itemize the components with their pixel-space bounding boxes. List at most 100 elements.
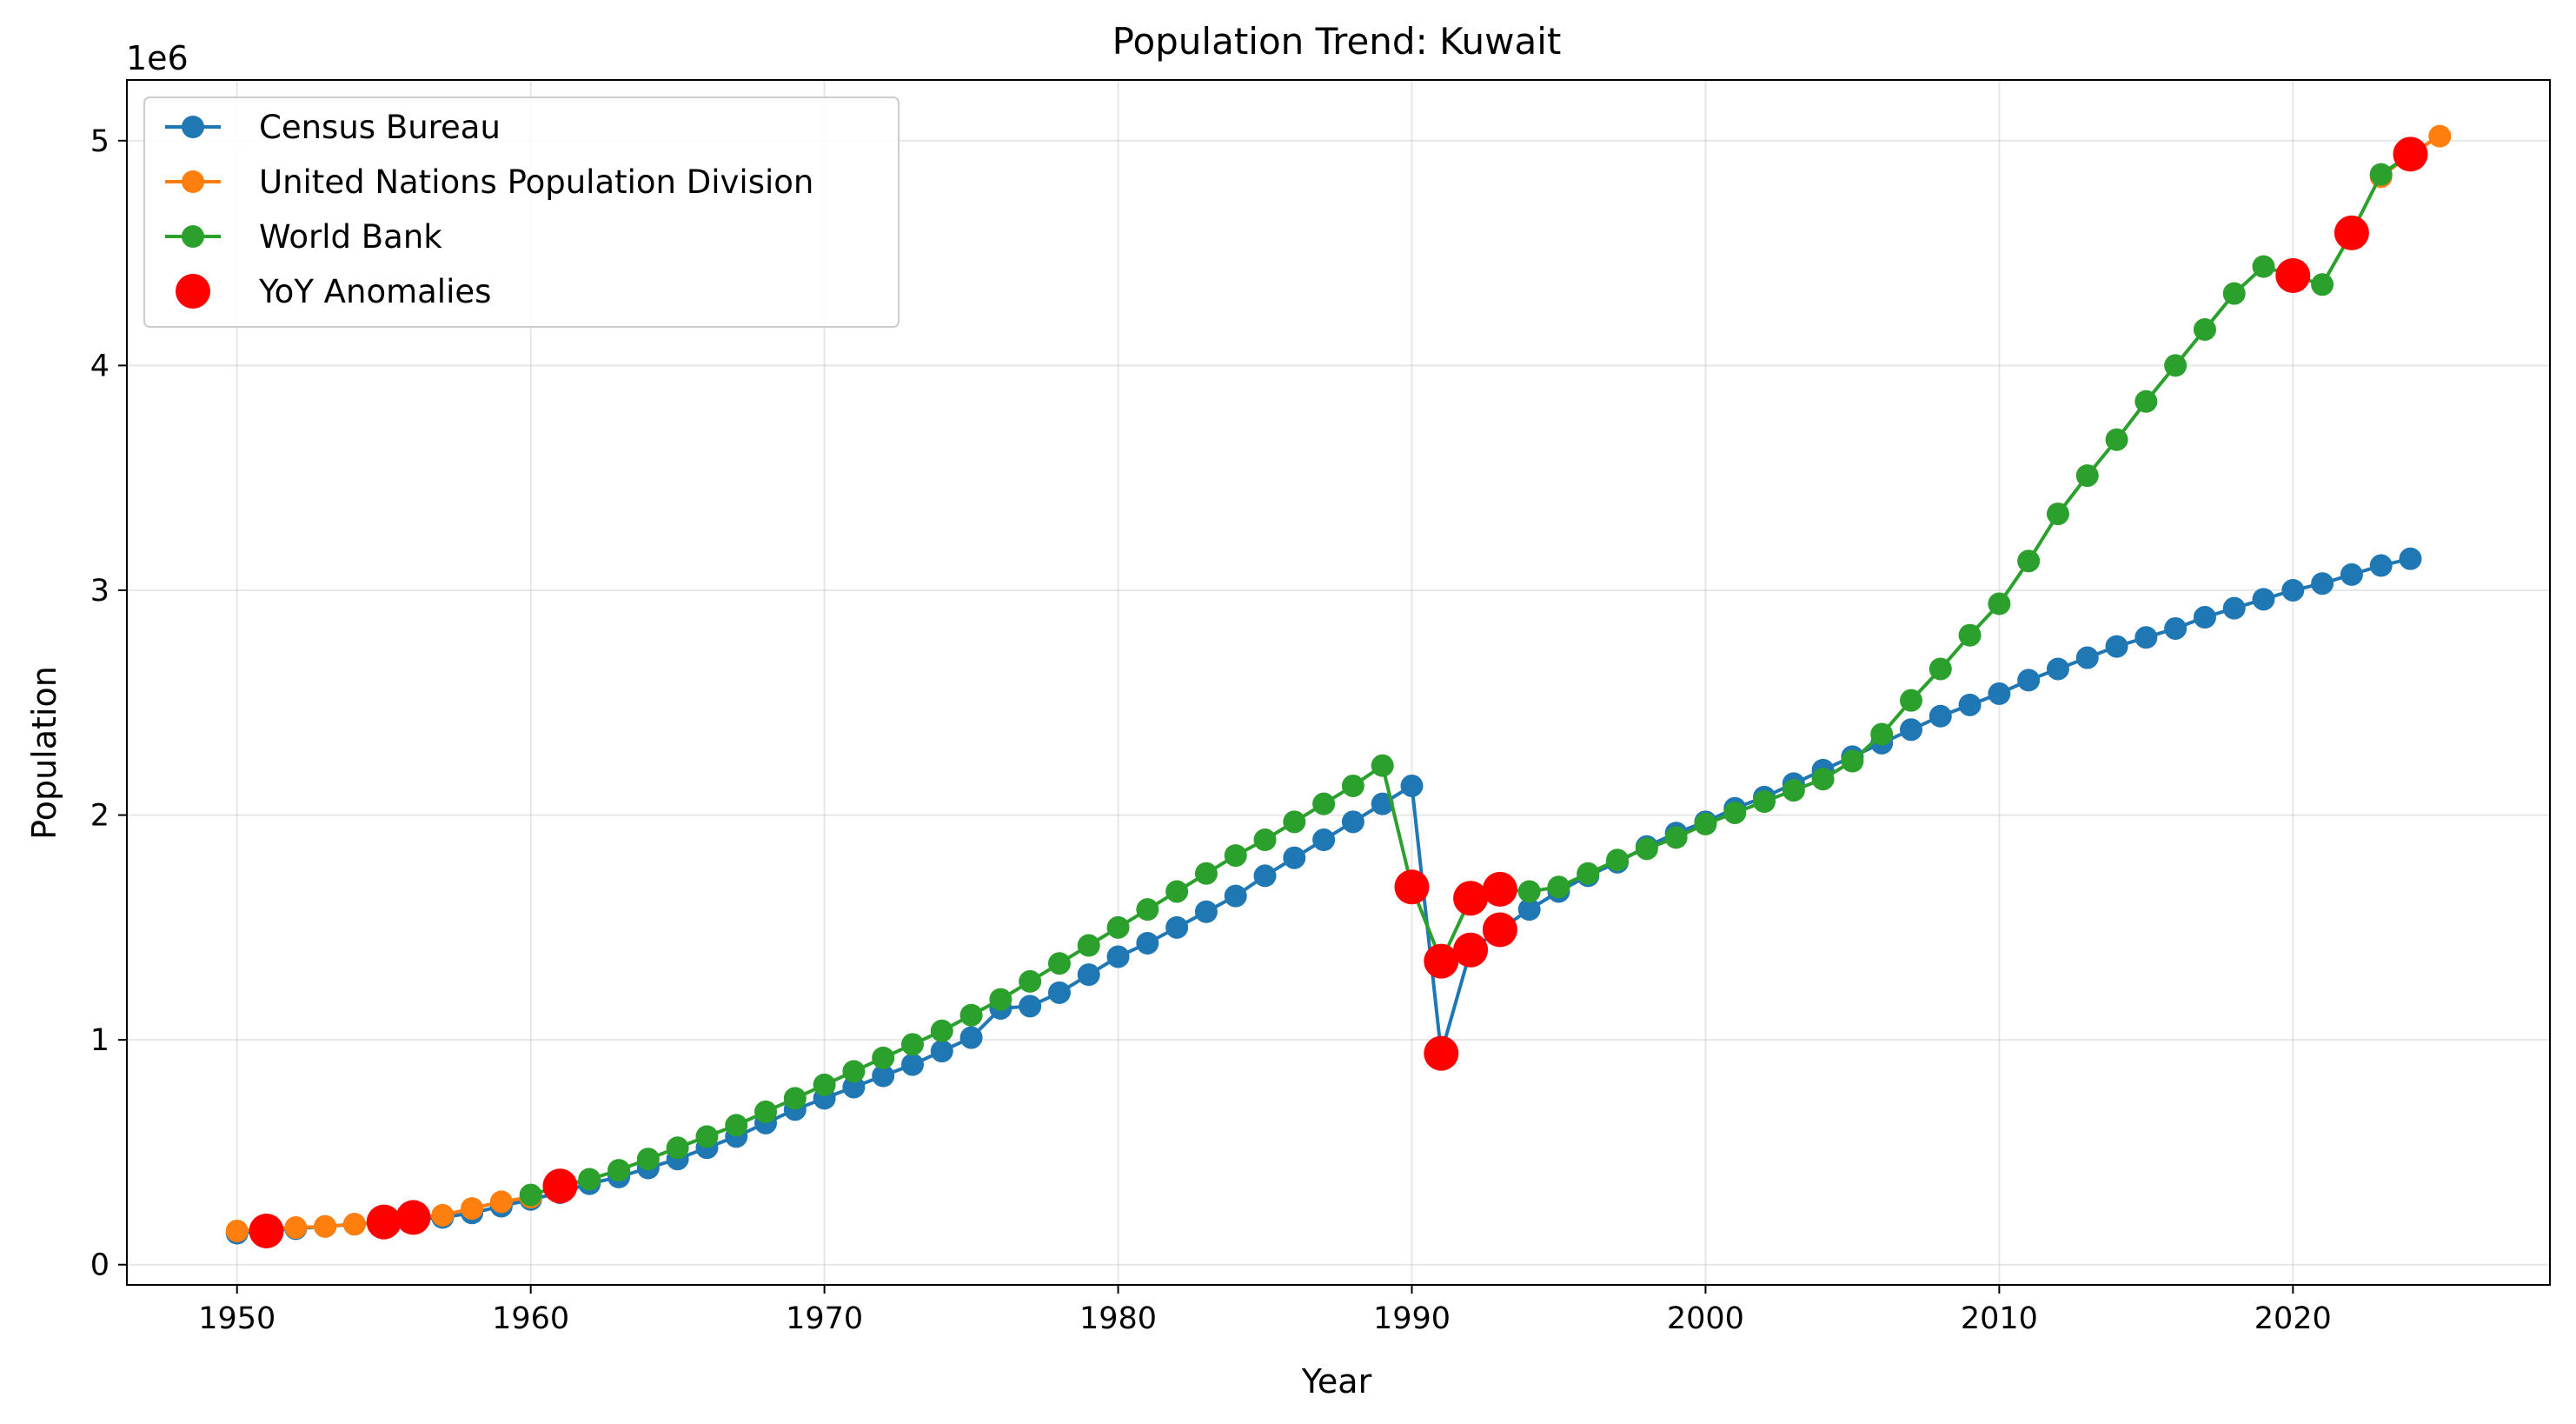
data-point — [1577, 862, 1600, 885]
data-point — [930, 1019, 953, 1042]
data-point — [2428, 124, 2452, 148]
legend-marker — [182, 225, 204, 248]
chart-title: Population Trend: Kuwait — [1112, 20, 1562, 63]
data-point — [2369, 163, 2393, 186]
data-point — [1077, 963, 1100, 987]
data-point — [989, 988, 1012, 1011]
data-point — [754, 1100, 778, 1123]
y-tick-label: 5 — [90, 124, 110, 159]
data-point — [959, 1003, 983, 1027]
data-point — [2017, 669, 2041, 692]
anomaly-point — [249, 1213, 284, 1248]
data-point — [2399, 547, 2422, 570]
anomaly-point — [395, 1200, 431, 1235]
data-point — [2311, 572, 2334, 596]
data-point — [813, 1073, 836, 1096]
data-point — [1664, 826, 1688, 849]
data-point — [578, 1168, 601, 1191]
data-point — [1106, 945, 1130, 968]
data-point — [872, 1064, 895, 1088]
data-point — [2311, 273, 2334, 296]
anomaly-point — [1424, 943, 1459, 979]
data-point — [1106, 915, 1130, 939]
data-point — [1194, 900, 1218, 923]
data-point — [1753, 790, 1776, 814]
y-tick-label: 4 — [90, 349, 110, 383]
data-point — [1929, 657, 1952, 681]
data-point — [1400, 774, 1424, 797]
data-point — [2340, 562, 2363, 586]
data-point — [2222, 282, 2246, 305]
data-point — [607, 1159, 631, 1182]
data-point — [1723, 801, 1747, 824]
data-point — [842, 1060, 866, 1083]
data-point — [1782, 779, 1805, 802]
data-point — [842, 1075, 866, 1099]
data-point — [2134, 626, 2158, 649]
data-point — [2164, 354, 2188, 377]
legend-marker — [176, 274, 210, 309]
legend-marker — [182, 116, 204, 138]
anomaly-point — [2334, 215, 2369, 250]
y-offset-label: 1e6 — [126, 39, 189, 77]
data-point — [2193, 318, 2216, 342]
data-point — [1194, 862, 1218, 885]
data-point — [1547, 875, 1570, 899]
data-point — [489, 1190, 513, 1214]
data-point — [725, 1114, 748, 1137]
data-point — [1283, 846, 1306, 869]
data-point — [1136, 931, 1159, 955]
legend-box — [143, 96, 900, 328]
data-point — [930, 1040, 953, 1063]
data-point — [1165, 915, 1189, 939]
data-point — [1694, 812, 1717, 835]
data-point — [1988, 592, 2011, 616]
data-point — [1047, 981, 1071, 1004]
data-point — [1899, 718, 1922, 742]
data-point — [225, 1219, 249, 1242]
legend-label: Census Bureau — [259, 109, 501, 146]
data-point — [1606, 848, 1630, 872]
data-point — [461, 1197, 484, 1221]
anomaly-points — [249, 136, 2428, 1248]
data-point — [2281, 578, 2305, 602]
data-point — [2105, 635, 2128, 658]
x-tick-label: 2000 — [1667, 1301, 1744, 1336]
data-point — [1635, 837, 1658, 861]
data-point — [900, 1053, 924, 1076]
anomaly-point — [1453, 881, 1489, 916]
legend-marker — [182, 170, 204, 193]
data-point — [284, 1216, 308, 1240]
data-point — [1371, 754, 1394, 777]
data-point — [1312, 828, 1336, 852]
y-axis-label: Population — [25, 666, 63, 840]
data-point — [2105, 428, 2128, 451]
data-point — [2017, 549, 2041, 573]
y-tick-label: 3 — [90, 574, 110, 609]
data-point — [1870, 722, 1894, 746]
y-tick-label: 1 — [90, 1023, 110, 1058]
x-axis-label: Year — [1301, 1362, 1372, 1401]
data-point — [695, 1125, 719, 1148]
data-point — [1019, 995, 1042, 1018]
data-point — [1312, 792, 1336, 815]
data-point — [2134, 389, 2158, 413]
data-point — [1517, 898, 1541, 922]
data-point — [1253, 828, 1277, 852]
data-point — [1958, 623, 1982, 647]
anomaly-point — [1453, 932, 1489, 968]
data-point — [2075, 646, 2099, 669]
anomaly-point — [1482, 871, 1517, 907]
data-point — [1136, 898, 1159, 922]
data-point — [2252, 255, 2275, 278]
legend-label: World Bank — [259, 218, 442, 256]
data-point — [1047, 952, 1071, 975]
anomaly-point — [2393, 136, 2428, 172]
anomaly-point — [2275, 257, 2311, 293]
data-point — [1517, 880, 1541, 903]
x-tick-label: 1980 — [1079, 1301, 1157, 1336]
anomaly-point — [1424, 1035, 1459, 1071]
data-point — [1341, 774, 1364, 797]
anomaly-point — [1394, 869, 1430, 905]
